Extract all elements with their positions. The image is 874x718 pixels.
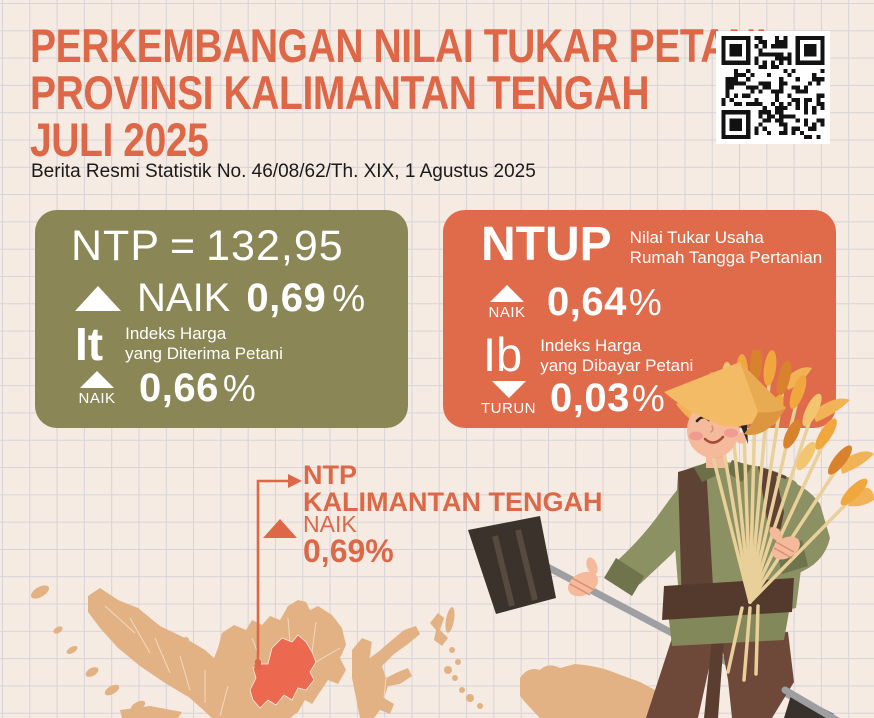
callout-title-line2: KALIMANTAN TENGAH bbox=[303, 487, 603, 517]
qr-code bbox=[716, 31, 830, 144]
ib-label: Ib bbox=[483, 328, 523, 381]
ntup-card: NTUP Nilai Tukar Usaha Rumah Tangga Pert… bbox=[443, 210, 836, 428]
ntup-change-row: NAIK 0,64 % bbox=[481, 280, 662, 325]
ntp-change-row: NAIK 0,69 % bbox=[75, 276, 365, 321]
it-change: 0,66 bbox=[139, 366, 219, 410]
ntup-change: 0,64 bbox=[547, 280, 627, 324]
ib-description: Indeks Harga yang Dibayar Petani bbox=[540, 336, 693, 376]
papua-island bbox=[520, 664, 660, 718]
ib-change: 0,03 bbox=[550, 376, 630, 420]
ntp-value: 132,95 bbox=[206, 222, 344, 270]
ntp-label: NTP bbox=[71, 222, 160, 270]
ntup-direction: NAIK bbox=[488, 303, 526, 321]
page-title: PERKEMBANGAN NILAI TUKAR PETANI PROVINSI… bbox=[30, 19, 767, 166]
arrow-up-icon bbox=[263, 519, 297, 538]
ntup-description: Nilai Tukar Usaha Rumah Tangga Pertanian bbox=[630, 228, 823, 268]
it-desc-line2: yang Diterima Petani bbox=[125, 344, 283, 363]
ntup-headline: NTUP Nilai Tukar Usaha Rumah Tangga Pert… bbox=[481, 220, 822, 270]
it-desc-line1: Indeks Harga bbox=[125, 324, 227, 343]
percent-sign: % bbox=[332, 277, 366, 319]
percent-sign: % bbox=[222, 367, 256, 409]
ntp-card: NTP = 132,95 NAIK 0,69 % It Indeks Harga… bbox=[35, 210, 408, 428]
callout-connector-arrow bbox=[254, 474, 302, 670]
ib-direction: TURUN bbox=[481, 399, 536, 417]
sulawesi-island bbox=[352, 626, 420, 718]
percent-sign: % bbox=[628, 281, 662, 323]
ntp-direction: NAIK bbox=[137, 276, 231, 320]
callout-title: NTP KALIMANTAN TENGAH bbox=[303, 462, 602, 516]
farmer-illustration bbox=[468, 350, 874, 718]
farmer-torso bbox=[567, 450, 808, 646]
title-line-1: PERKEMBANGAN NILAI TUKAR PETANI bbox=[30, 19, 767, 72]
callout-direction: NAIK bbox=[303, 511, 357, 537]
ntp-change: 0,69 bbox=[246, 276, 327, 320]
ntup-desc-line1: Nilai Tukar Usaha bbox=[629, 228, 764, 247]
ib-change-row: TURUN 0,03 % bbox=[481, 376, 665, 421]
percent-sign: % bbox=[631, 377, 665, 419]
arrow-down-icon bbox=[491, 380, 526, 398]
title-line-3: JULI 2025 bbox=[30, 113, 209, 166]
ntup-label: NTUP bbox=[481, 218, 612, 271]
arrow-up-icon bbox=[75, 286, 121, 311]
ib-desc-line2: yang Dibayar Petani bbox=[540, 356, 694, 375]
qr-code-pattern bbox=[721, 36, 825, 139]
it-change-row: NAIK 0,66 % bbox=[71, 366, 256, 411]
title-line-2: PROVINSI KALIMANTAN TENGAH bbox=[30, 66, 650, 119]
conical-hat-icon bbox=[664, 362, 786, 435]
it-direction: NAIK bbox=[78, 389, 116, 407]
sumatra-island bbox=[88, 588, 258, 718]
equals-sign: = bbox=[170, 222, 197, 270]
arrow-up-icon bbox=[80, 370, 114, 388]
it-row: It Indeks Harga yang Diterima Petani bbox=[75, 318, 283, 370]
callout-title-line1: NTP bbox=[303, 460, 357, 490]
release-subtitle: Berita Resmi Statistik No. 46/08/62/Th. … bbox=[31, 161, 536, 182]
indonesia-map bbox=[30, 585, 660, 718]
ntup-desc-line2: Rumah Tangga Pertanian bbox=[629, 248, 823, 267]
it-label: It bbox=[75, 318, 104, 370]
callout-change: 0,69% bbox=[303, 533, 394, 569]
arrow-up-icon bbox=[490, 284, 524, 302]
ib-row: Ib Indeks Harga yang Dibayar Petani bbox=[483, 328, 693, 381]
ntp-headline: NTP = 132,95 bbox=[71, 222, 344, 271]
kalimantan-tengah-region bbox=[249, 634, 317, 709]
ib-desc-line1: Indeks Harga bbox=[540, 336, 642, 355]
it-description: Indeks Harga yang Diterima Petani bbox=[125, 324, 283, 364]
